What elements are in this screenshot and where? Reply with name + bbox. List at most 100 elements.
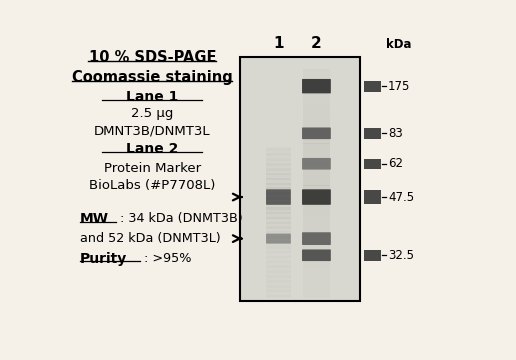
Bar bbox=[303, 283, 330, 285]
Bar bbox=[266, 181, 292, 183]
Bar bbox=[303, 113, 330, 115]
Bar bbox=[303, 94, 330, 96]
Text: : >95%: : >95% bbox=[143, 252, 191, 265]
Bar bbox=[303, 273, 330, 275]
Bar bbox=[266, 169, 292, 171]
Bar bbox=[266, 238, 292, 240]
Bar bbox=[266, 188, 292, 190]
Bar bbox=[266, 168, 292, 170]
Bar bbox=[266, 289, 292, 291]
Text: 83: 83 bbox=[388, 127, 403, 140]
Bar bbox=[364, 250, 381, 261]
Bar bbox=[266, 148, 292, 150]
Bar bbox=[303, 245, 330, 247]
Bar bbox=[266, 159, 292, 161]
Bar bbox=[266, 233, 292, 235]
Bar bbox=[303, 151, 330, 153]
Bar bbox=[303, 201, 330, 203]
Text: Lane 2: Lane 2 bbox=[126, 143, 179, 157]
Bar bbox=[266, 215, 292, 216]
Bar bbox=[303, 170, 330, 172]
Bar bbox=[266, 267, 292, 269]
Bar bbox=[303, 216, 330, 218]
Bar bbox=[303, 266, 330, 268]
Bar bbox=[303, 145, 330, 147]
Bar bbox=[303, 281, 330, 283]
Bar bbox=[266, 192, 292, 194]
Bar bbox=[303, 165, 330, 166]
Bar bbox=[303, 73, 330, 75]
Bar bbox=[303, 80, 330, 82]
Bar bbox=[266, 150, 292, 152]
Bar bbox=[266, 183, 292, 185]
Bar bbox=[266, 189, 292, 191]
Bar bbox=[266, 211, 292, 213]
Bar bbox=[303, 126, 330, 128]
Bar bbox=[240, 57, 361, 301]
Bar bbox=[266, 245, 292, 247]
Bar bbox=[303, 185, 330, 188]
Bar bbox=[303, 182, 330, 184]
FancyBboxPatch shape bbox=[302, 249, 331, 261]
Bar bbox=[266, 237, 292, 239]
Bar bbox=[303, 270, 330, 271]
Bar bbox=[266, 158, 292, 160]
Bar bbox=[303, 159, 330, 161]
Bar bbox=[266, 225, 292, 226]
Bar bbox=[303, 157, 330, 159]
Bar bbox=[266, 264, 292, 266]
Text: MW: MW bbox=[79, 212, 109, 226]
Bar bbox=[303, 193, 330, 195]
Bar bbox=[303, 136, 330, 138]
Bar bbox=[303, 92, 330, 94]
Bar bbox=[266, 283, 292, 284]
FancyBboxPatch shape bbox=[302, 79, 331, 93]
Bar bbox=[266, 230, 292, 231]
Bar bbox=[266, 171, 292, 172]
Text: Purity: Purity bbox=[79, 252, 127, 266]
Bar bbox=[303, 147, 330, 149]
Bar bbox=[266, 212, 292, 214]
Bar bbox=[303, 77, 330, 78]
Bar bbox=[266, 248, 292, 251]
Bar bbox=[303, 254, 330, 256]
Bar bbox=[303, 229, 330, 231]
Bar bbox=[303, 86, 330, 88]
Bar bbox=[266, 266, 292, 268]
Bar bbox=[303, 233, 330, 235]
Bar bbox=[303, 231, 330, 233]
Bar bbox=[266, 226, 292, 228]
Bar bbox=[303, 275, 330, 277]
Bar bbox=[303, 111, 330, 113]
Bar bbox=[303, 226, 330, 228]
Bar bbox=[303, 296, 330, 298]
Bar bbox=[266, 174, 292, 176]
Bar bbox=[266, 164, 292, 166]
Bar bbox=[303, 267, 330, 270]
Text: 2: 2 bbox=[311, 36, 322, 51]
Text: Lane 1: Lane 1 bbox=[126, 90, 179, 104]
Bar bbox=[303, 199, 330, 201]
Bar bbox=[266, 208, 292, 210]
Bar bbox=[266, 163, 292, 165]
Text: 62: 62 bbox=[388, 157, 403, 170]
Bar bbox=[266, 288, 292, 289]
Bar bbox=[266, 273, 292, 274]
Bar bbox=[266, 199, 292, 201]
Bar bbox=[303, 256, 330, 258]
Text: 10 % SDS-PAGE: 10 % SDS-PAGE bbox=[89, 50, 216, 65]
Bar bbox=[303, 228, 330, 229]
FancyBboxPatch shape bbox=[302, 127, 331, 139]
FancyBboxPatch shape bbox=[302, 232, 331, 245]
Bar bbox=[303, 248, 330, 251]
Bar bbox=[266, 177, 292, 179]
Bar bbox=[266, 186, 292, 188]
Bar bbox=[266, 167, 292, 169]
Bar bbox=[266, 206, 292, 208]
Bar bbox=[266, 261, 292, 263]
Bar bbox=[266, 179, 292, 181]
Bar bbox=[266, 253, 292, 256]
Bar bbox=[303, 71, 330, 73]
Bar bbox=[266, 228, 292, 230]
Text: 32.5: 32.5 bbox=[388, 249, 414, 262]
